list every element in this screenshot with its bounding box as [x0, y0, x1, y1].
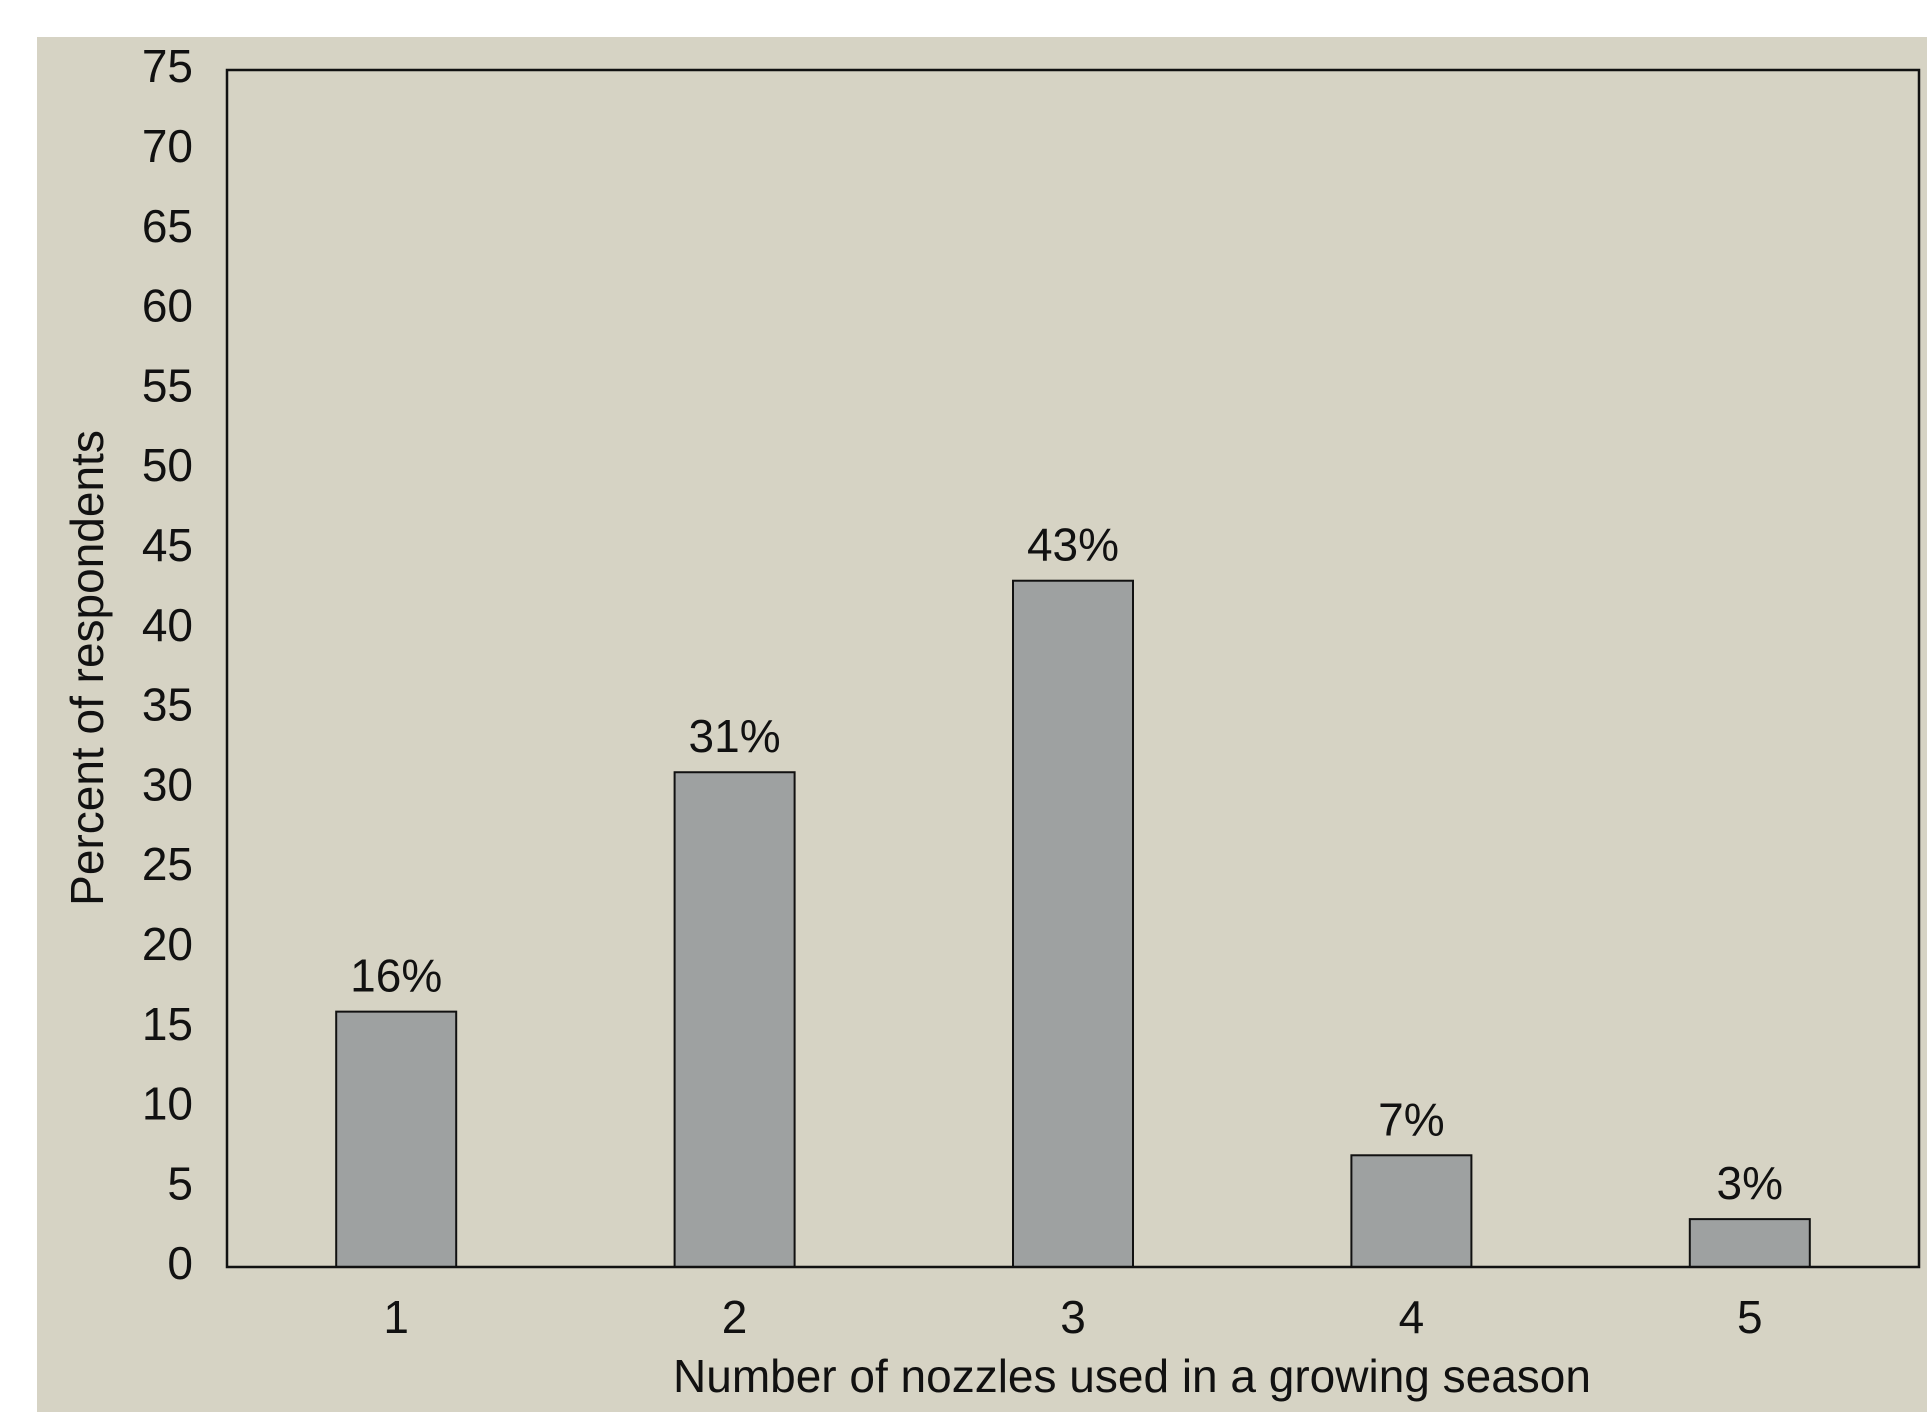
y-axis-title: Percent of respondents — [61, 430, 113, 906]
y-tick-label-10: 10 — [142, 1078, 193, 1130]
bar-2 — [673, 771, 796, 1268]
y-axis-ticks: 0 5 10 15 20 25 30 35 40 45 50 55 60 65 70 75 — [142, 40, 193, 1289]
y-tick-label-55: 55 — [142, 359, 193, 411]
data-label-5: 3% — [1717, 1157, 1783, 1209]
data-label-3: 43% — [1027, 519, 1119, 571]
bar-5 — [1688, 1218, 1811, 1268]
bars-layer — [335, 579, 1811, 1269]
y-tick-label-35: 35 — [142, 679, 193, 731]
y-tick-label-75: 75 — [142, 40, 193, 92]
plot-area-frame — [225, 68, 1921, 1269]
x-tick-label-1: 1 — [383, 1291, 409, 1343]
bar-4 — [1350, 1154, 1473, 1269]
bar-3 — [1012, 579, 1134, 1268]
x-tick-label-5: 5 — [1737, 1291, 1763, 1343]
y-tick-label-70: 70 — [142, 120, 193, 172]
y-tick-label-60: 60 — [142, 280, 193, 332]
y-tick-label-25: 25 — [142, 838, 193, 890]
y-tick-label-45: 45 — [142, 519, 193, 571]
data-label-4: 7% — [1378, 1093, 1444, 1145]
x-tick-label-3: 3 — [1060, 1291, 1086, 1343]
bar-1 — [335, 1010, 458, 1269]
x-tick-label-2: 2 — [722, 1291, 748, 1343]
x-axis-title: Number of nozzles used in a growing seas… — [673, 1350, 1591, 1402]
y-tick-label-40: 40 — [142, 599, 193, 651]
y-tick-label-5: 5 — [167, 1157, 193, 1209]
y-tick-label-20: 20 — [142, 918, 193, 970]
y-tick-label-30: 30 — [142, 758, 193, 810]
y-tick-label-50: 50 — [142, 439, 193, 491]
data-labels: 16% 31% 43% 7% 3% — [350, 519, 1783, 1209]
y-tick-label-0: 0 — [167, 1237, 193, 1289]
y-tick-label-15: 15 — [142, 998, 193, 1050]
data-label-1: 16% — [350, 950, 442, 1002]
x-axis-ticks: 1 2 3 4 5 — [383, 1291, 1762, 1343]
y-tick-label-65: 65 — [142, 200, 193, 252]
data-label-2: 31% — [689, 710, 781, 762]
x-tick-label-4: 4 — [1399, 1291, 1425, 1343]
